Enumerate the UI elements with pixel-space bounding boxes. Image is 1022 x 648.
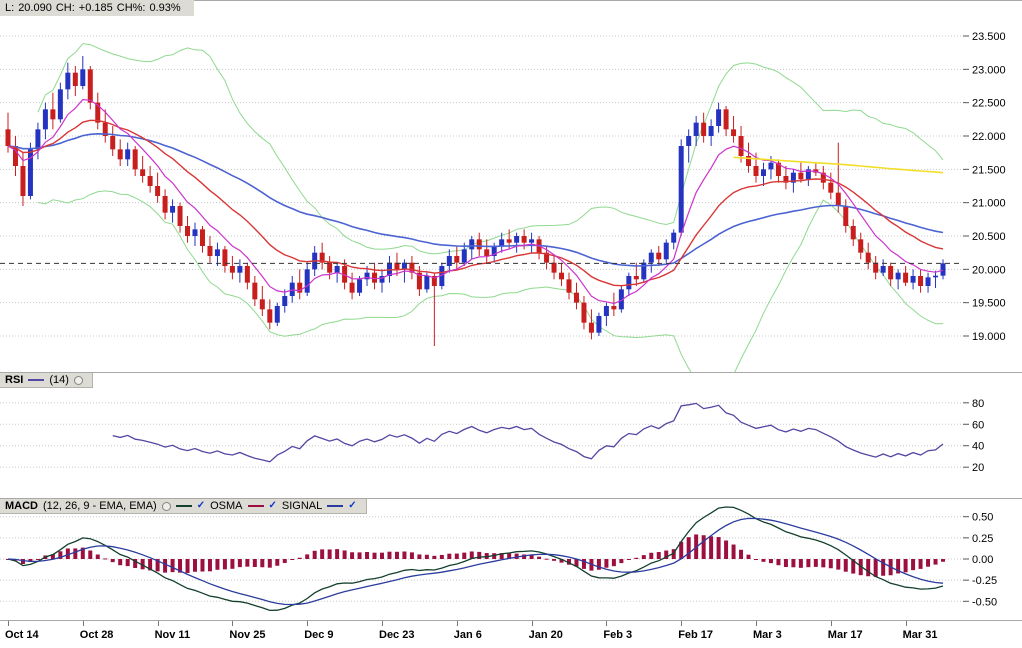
rsi-header: RSI (14) [0, 373, 93, 388]
x-axis-label: Dec 9 [304, 629, 334, 641]
ma-slow-line [7, 132, 944, 267]
axis-label: -0.25 [972, 575, 997, 587]
change-label: CH: [55, 2, 75, 14]
x-axis-label: Mar 31 [902, 629, 938, 641]
rsi-panel: 80 60 40 20 RSI (14) [0, 372, 1022, 498]
axis-label: 21.000 [972, 198, 1006, 210]
change-pct-label: CH%: [116, 2, 146, 14]
axis-label: 80 [972, 398, 984, 410]
x-axis-label: Mar 17 [827, 629, 863, 641]
x-axis-tick [531, 621, 533, 626]
macd-params: (12, 26, 9 - EMA, EMA) [43, 500, 157, 512]
axis-label: 20.500 [972, 231, 1006, 243]
axis-label: 0.00 [972, 554, 993, 566]
macd-settings-icon[interactable] [161, 501, 171, 511]
price-chart-canvas[interactable]: 23.500 23.000 22.500 22.000 21.500 21.000 20.5… [0, 0, 1022, 372]
last-value: 20.090 [18, 2, 52, 14]
axis-label: 23.000 [972, 64, 1006, 76]
x-axis-tick [756, 621, 757, 626]
macd-title: MACD [5, 500, 38, 512]
x-axis-tick [456, 621, 458, 626]
x-axis-tick [8, 621, 9, 626]
change-value: +0.185 [78, 2, 113, 14]
axis-label: 22.000 [972, 131, 1006, 143]
ma-medium-line [7, 119, 944, 287]
signal-line-sample [327, 505, 344, 507]
axis-label: 19.000 [972, 331, 1006, 343]
rsi-title: RSI [5, 374, 24, 386]
axis-label: 20 [972, 462, 984, 474]
rsi-line [112, 402, 944, 463]
axis-label: 60 [972, 419, 984, 431]
macd-line [7, 506, 944, 612]
ma-fast-line [7, 98, 944, 305]
x-axis-tick [232, 621, 234, 626]
price-panel: 23.500 23.000 22.500 22.000 21.500 21.000 20.5… [0, 0, 1022, 372]
axis-label: 0.25 [972, 533, 993, 545]
x-axis-label: Feb 17 [678, 629, 714, 641]
rsi-line-sample [28, 379, 45, 381]
axis-label: 20.000 [972, 264, 1006, 276]
macd-line-sample [175, 505, 192, 507]
yellow-ma-line [733, 156, 944, 174]
x-axis-label: Nov 11 [154, 629, 191, 641]
x-axis-label: Mar 3 [753, 629, 782, 641]
osma-visibility-checkbox[interactable]: ✓ [268, 500, 277, 511]
rsi-settings-icon[interactable] [73, 375, 83, 385]
x-axis-label: Feb 3 [603, 629, 633, 641]
rsi-chart-canvas[interactable]: 80 60 40 20 [0, 372, 1022, 498]
x-axis-tick [681, 621, 683, 626]
axis-label: 21.500 [972, 164, 1006, 176]
osma-histogram [6, 534, 945, 577]
bollinger-lower-band [37, 190, 944, 372]
axis-label: -0.50 [972, 596, 997, 608]
change-pct-value: 0.93% [149, 2, 181, 14]
x-axis-label: Oct 28 [79, 629, 114, 641]
rsi-params: (14) [49, 374, 69, 386]
osma-label: OSMA [210, 500, 243, 512]
osma-line-sample [247, 505, 264, 507]
x-axis-label: Dec 23 [379, 629, 415, 641]
axis-label: 22.500 [972, 98, 1006, 110]
x-axis-tick [382, 621, 383, 626]
axis-label: 40 [972, 441, 984, 453]
x-axis-tick [82, 621, 84, 626]
macd-visibility-checkbox[interactable]: ✓ [196, 500, 206, 511]
x-axis-label: Jan 20 [528, 629, 563, 641]
signal-label: SIGNAL [281, 500, 323, 512]
macd-panel: 0.50 0.25 0.00 -0.25 -0.50 MACD (12, 26, 9 -… [0, 498, 1022, 620]
x-axis-label: Nov 25 [229, 629, 266, 641]
axis-label: 23.500 [972, 31, 1006, 43]
price-info-box: L: 20.090 CH: +0.185 CH%: 0.93% [0, 0, 194, 16]
x-axis-tick [830, 621, 832, 626]
signal-line [7, 517, 944, 606]
signal-visibility-checkbox[interactable]: ✓ [348, 500, 357, 511]
x-axis-label: Oct 14 [5, 629, 39, 641]
axis-label: 19.500 [972, 298, 1006, 310]
x-axis-tick [157, 621, 159, 626]
x-axis-tick [905, 621, 907, 626]
x-axis-tick [606, 621, 608, 626]
last-label: L: [5, 2, 15, 14]
x-axis-tick [307, 621, 309, 626]
axis-label: 0.50 [972, 512, 993, 524]
time-axis: Oct 14 Oct 28 Nov 11 Nov 25 Dec 9 Dec 23 Jan 6… [0, 620, 1022, 648]
x-axis-label: Jan 6 [453, 629, 482, 641]
bollinger-upper-band [37, 43, 944, 255]
macd-header: MACD (12, 26, 9 - EMA, EMA) ✓ OSMA ✓ SIG… [0, 499, 367, 514]
macd-chart-canvas[interactable]: 0.50 0.25 0.00 -0.25 -0.50 [0, 498, 1022, 620]
